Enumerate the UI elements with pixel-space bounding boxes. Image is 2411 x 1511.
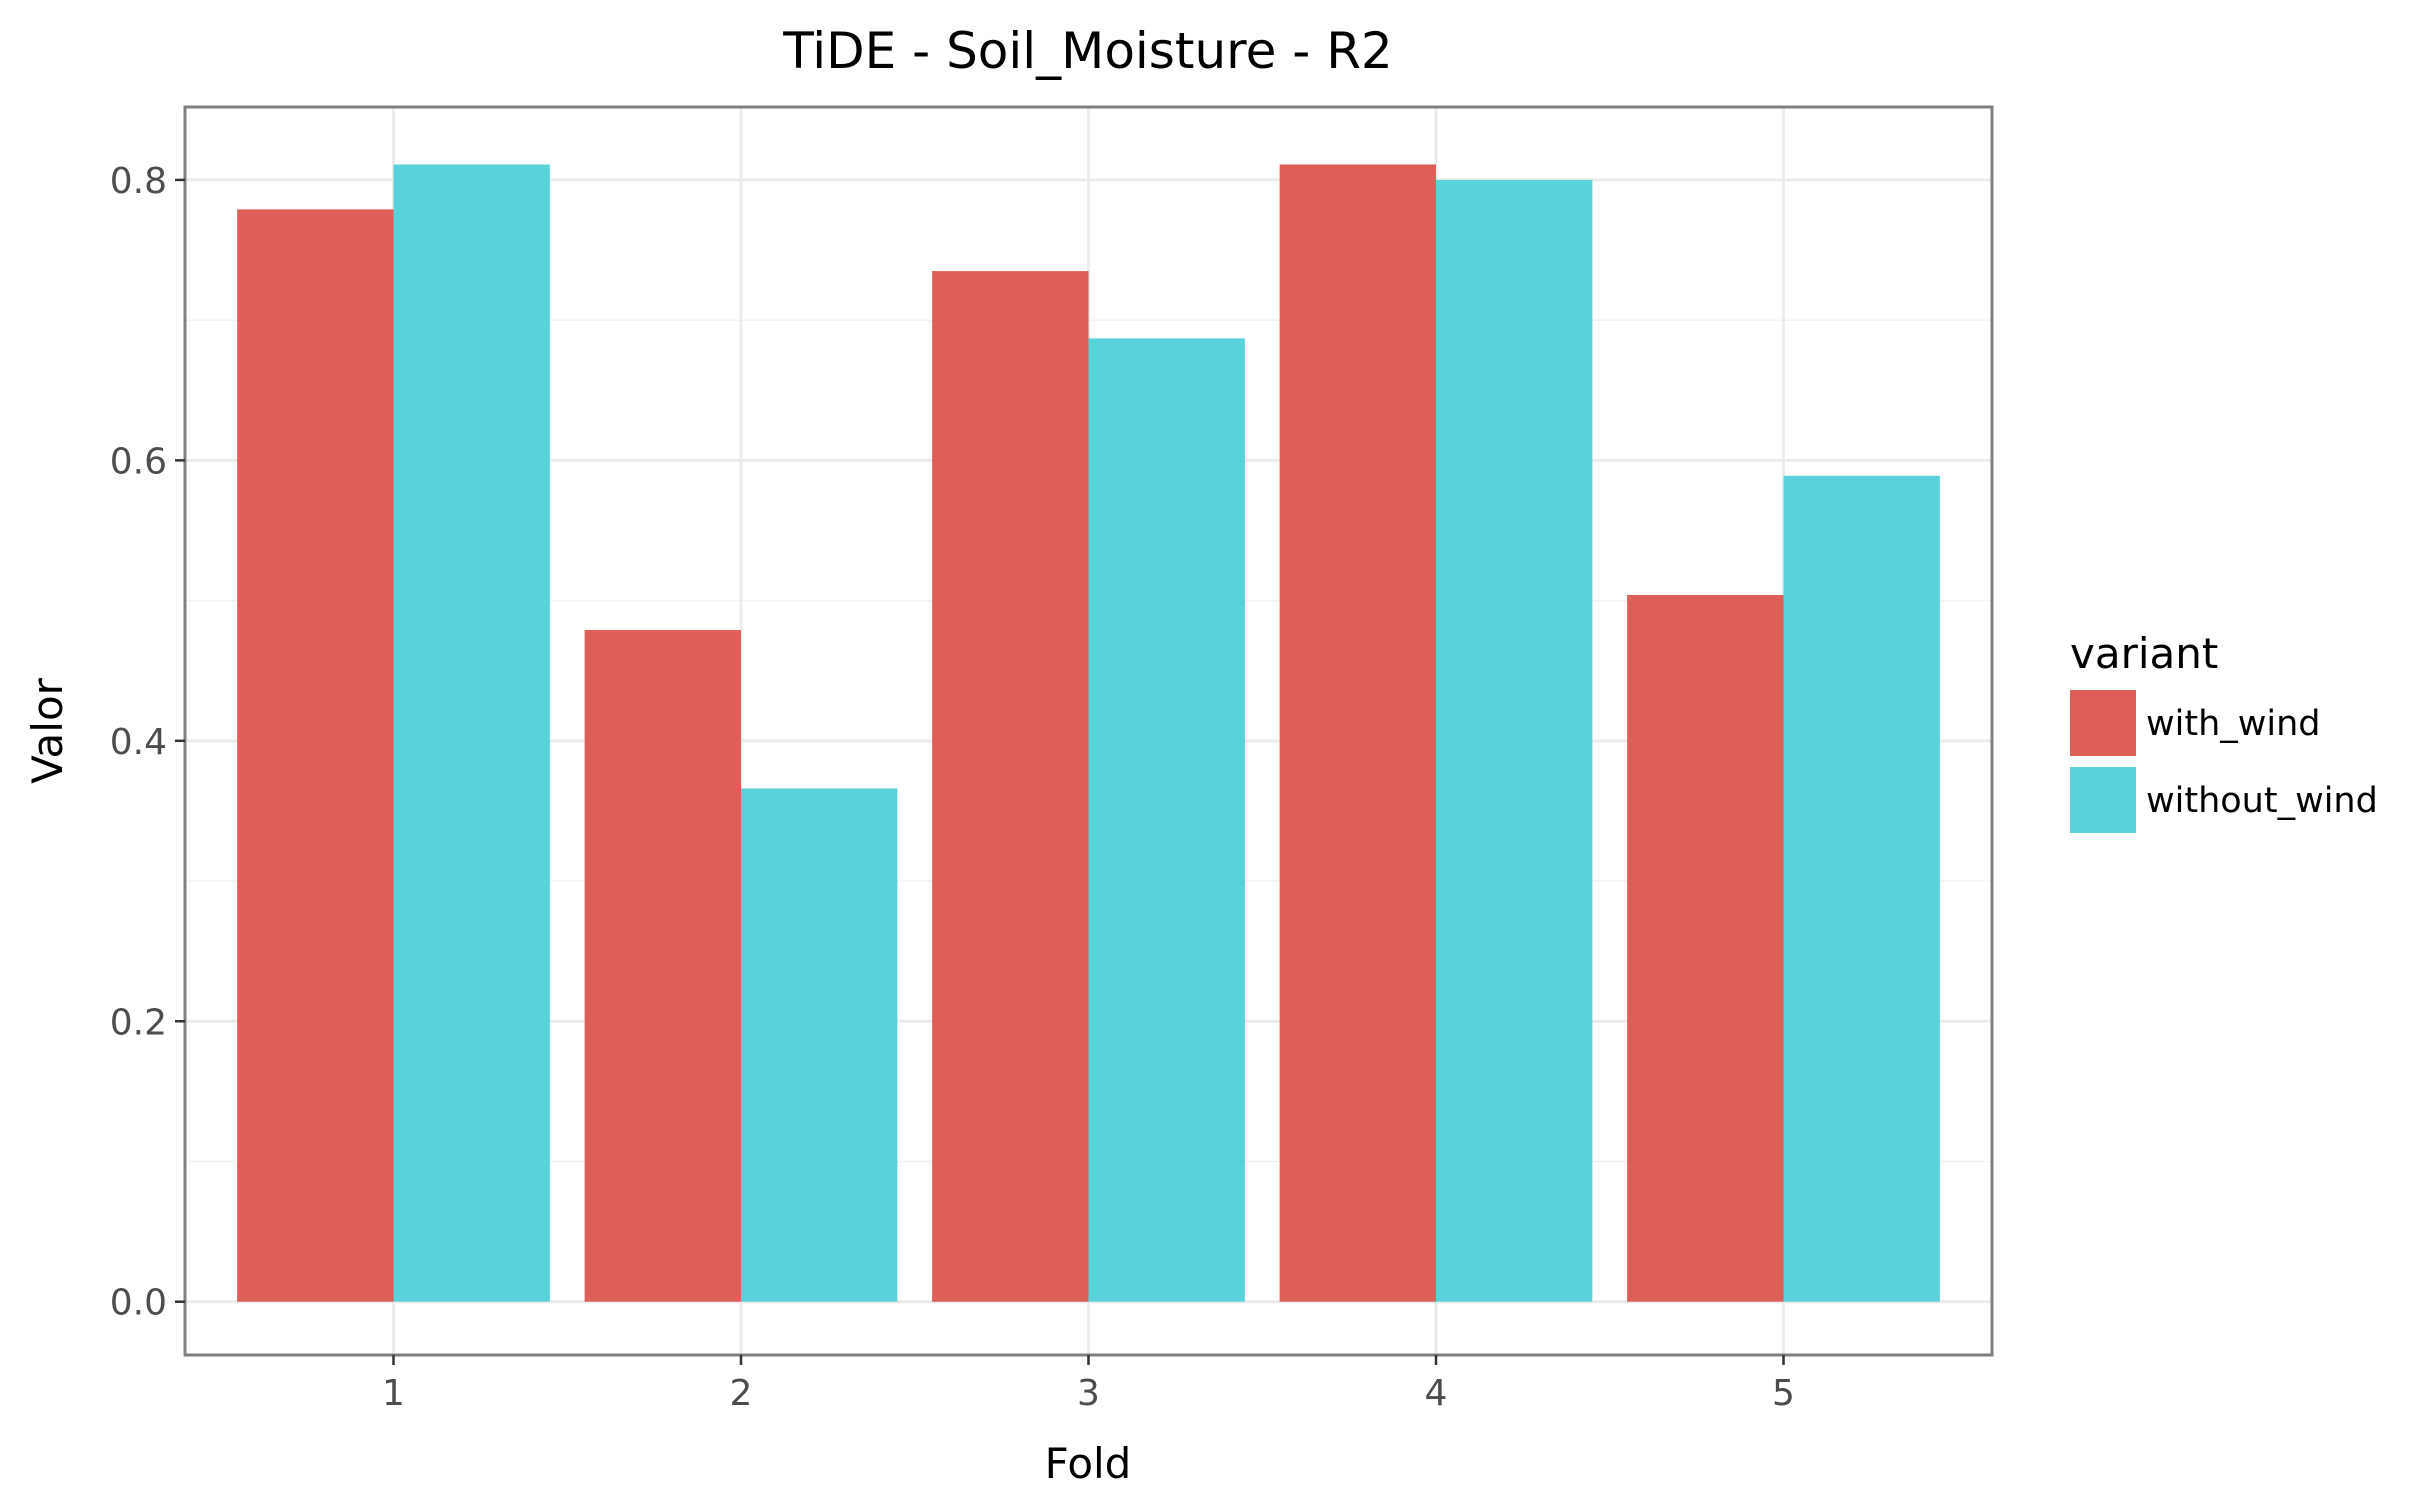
x-tick-label: 2 [730, 1373, 753, 1414]
legend-key-without_wind [2070, 767, 2136, 833]
y-tick-label: 0.4 [110, 722, 167, 763]
y-tick-label: 0.2 [110, 1002, 167, 1043]
y-axis: 0.0 0.2 0.4 0.6 0.8 [110, 161, 185, 1324]
legend-label-without_wind: without_wind [2146, 781, 2378, 821]
bar-without_wind-fold-1 [393, 164, 550, 1302]
x-tick-label: 3 [1077, 1373, 1100, 1414]
bar-without_wind-fold-5 [1783, 475, 1940, 1302]
legend-key-with_wind [2070, 690, 2136, 756]
bars [237, 164, 1940, 1302]
x-tick-label: 5 [1772, 1373, 1795, 1414]
x-axis: 1 2 3 4 5 [382, 1355, 1795, 1414]
y-tick-label: 0.8 [110, 161, 167, 202]
x-tick-label: 1 [382, 1373, 405, 1414]
x-axis-label: Fold [1045, 1439, 1132, 1488]
bar-with_wind-fold-1 [237, 209, 394, 1302]
bar-with_wind-fold-5 [1627, 594, 1784, 1302]
x-tick-label: 4 [1425, 1373, 1448, 1414]
legend-title: variant [2070, 629, 2218, 678]
y-tick-label: 0.0 [110, 1283, 167, 1324]
bar-with_wind-fold-4 [1279, 164, 1436, 1302]
bar-with_wind-fold-2 [584, 630, 741, 1302]
legend-label-with_wind: with_wind [2146, 704, 2321, 744]
bar-without_wind-fold-2 [741, 788, 898, 1302]
bar-with_wind-fold-3 [932, 271, 1089, 1302]
y-tick-label: 0.6 [110, 441, 167, 482]
legend: variant with_wind without_wind [2070, 629, 2378, 833]
chart-title: TiDE - Soil_Moisture - R2 [782, 22, 1393, 80]
bar-without_wind-fold-4 [1436, 179, 1593, 1302]
bar-without_wind-fold-3 [1088, 338, 1245, 1302]
y-axis-label: Valor [23, 677, 72, 784]
